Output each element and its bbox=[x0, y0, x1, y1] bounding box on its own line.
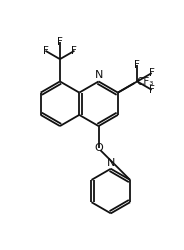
Text: F: F bbox=[134, 60, 140, 70]
Text: N: N bbox=[107, 158, 115, 168]
Text: O: O bbox=[94, 143, 103, 153]
Text: F: F bbox=[72, 46, 77, 56]
Text: CF₃: CF₃ bbox=[136, 77, 154, 87]
Text: F: F bbox=[149, 85, 155, 95]
Text: F: F bbox=[43, 46, 48, 56]
Text: F: F bbox=[57, 38, 63, 48]
Text: N: N bbox=[94, 70, 103, 80]
Text: F: F bbox=[149, 68, 155, 78]
